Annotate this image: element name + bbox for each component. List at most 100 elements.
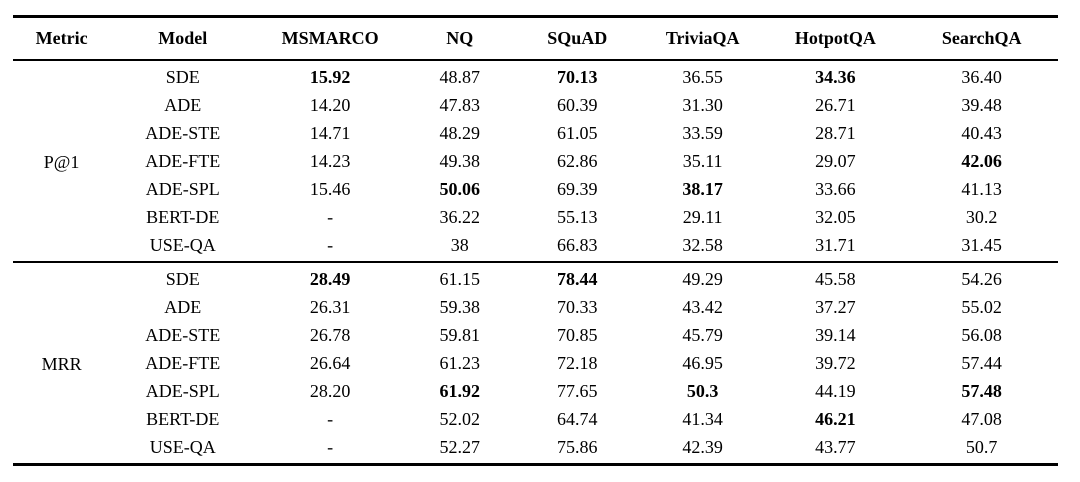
value-cell: 78.44 (557, 269, 598, 289)
value-cell: 59.81 (439, 325, 480, 345)
table-row: USE-QA - 52.27 75.86 42.39 43.77 50.7 (13, 433, 1058, 465)
value-cell: 70.85 (557, 325, 598, 345)
table-row: ADE-STE 26.78 59.81 70.85 45.79 39.14 56.08 (13, 321, 1058, 349)
table-row: P@1 SDE 15.92 48.87 70.13 36.55 34.36 36.40 (13, 60, 1058, 172)
value-cell: 37.27 (815, 297, 856, 317)
value-cell: 36.55 (682, 67, 723, 87)
column-header-metric: Metric (13, 16, 111, 61)
table-row: ADE-SPL 15.46 50.06 69.39 38.17 33.66 41.13 (13, 175, 1058, 203)
value-cell: 33.66 (815, 179, 856, 199)
metric-group: P@1 SDE 15.92 48.87 70.13 36.55 34.36 36.40 ADE 1… (13, 60, 1058, 262)
value-cell: 32.58 (682, 235, 723, 255)
value-cell: 41.34 (682, 409, 723, 429)
value-cell: 47.08 (961, 409, 1002, 429)
value-cell: - (327, 437, 334, 457)
model-label: BERT-DE (146, 207, 220, 227)
value-cell: 33.59 (682, 123, 723, 143)
value-cell: 50.7 (965, 437, 998, 457)
value-cell: 61.92 (439, 381, 480, 401)
value-cell: 34.36 (815, 67, 856, 87)
table-row: ADE-STE 14.71 48.29 61.05 33.59 28.71 40.43 (13, 119, 1058, 147)
value-cell: 56.08 (961, 325, 1002, 345)
value-cell: 29.07 (815, 151, 856, 171)
column-header-triviaqa: TriviaQA (639, 16, 766, 61)
column-header-msmarco: MSMARCO (255, 16, 405, 61)
value-cell: 55.13 (557, 207, 598, 227)
table-row: ADE 26.31 59.38 70.33 43.42 37.27 55.02 (13, 293, 1058, 321)
model-label: USE-QA (149, 437, 216, 457)
table-header: Metric Model MSMARCO NQ SQuAD TriviaQA H… (13, 16, 1058, 61)
value-cell: 75.86 (557, 437, 598, 457)
value-cell: 43.77 (815, 437, 856, 457)
value-cell: 30.2 (965, 207, 998, 227)
value-cell: 49.29 (682, 269, 723, 289)
value-cell: 39.48 (961, 95, 1002, 115)
model-label: SDE (165, 269, 200, 289)
value-cell: 35.11 (682, 151, 723, 171)
table-row: MRR SDE 28.49 61.15 78.44 49.29 45.58 54.26 (13, 262, 1058, 374)
value-cell: 54.26 (961, 269, 1002, 289)
model-label: ADE-FTE (145, 151, 221, 171)
value-cell: 61.23 (439, 353, 480, 373)
value-cell: 45.58 (815, 269, 856, 289)
value-cell: 43.42 (682, 297, 723, 317)
value-cell: 72.18 (557, 353, 598, 373)
table-row: ADE 14.20 47.83 60.39 31.30 26.71 39.48 (13, 91, 1058, 119)
value-cell: 59.38 (439, 297, 480, 317)
table-row: BERT-DE - 36.22 55.13 29.11 32.05 30.2 (13, 203, 1058, 231)
value-cell: 64.74 (557, 409, 598, 429)
column-header-searchqa: SearchQA (905, 16, 1058, 61)
model-label: BERT-DE (146, 409, 220, 429)
header-row: Metric Model MSMARCO NQ SQuAD TriviaQA H… (13, 16, 1058, 61)
value-cell: 57.44 (961, 353, 1002, 373)
value-cell: 57.48 (961, 381, 1002, 401)
column-header-model: Model (110, 16, 256, 61)
model-label: USE-QA (149, 235, 216, 255)
model-label: ADE (164, 297, 202, 317)
value-cell: 61.05 (557, 123, 598, 143)
value-cell: 39.72 (815, 353, 856, 373)
value-cell: - (327, 409, 334, 429)
value-cell: 46.95 (682, 353, 723, 373)
column-header-squad: SQuAD (514, 16, 640, 61)
value-cell: 14.71 (309, 123, 351, 143)
value-cell: 55.02 (961, 297, 1002, 317)
value-cell: 49.38 (439, 151, 480, 171)
value-cell: 36.40 (961, 67, 1002, 87)
value-cell: 44.19 (815, 381, 856, 401)
value-cell: 50.3 (686, 381, 719, 401)
value-cell: 15.46 (309, 179, 351, 199)
value-cell: 45.79 (682, 325, 723, 345)
value-cell: 32.05 (815, 207, 856, 227)
value-cell: 14.20 (309, 95, 351, 115)
value-cell: 26.64 (309, 353, 351, 373)
value-cell: 47.83 (439, 95, 480, 115)
value-cell: 66.83 (557, 235, 598, 255)
value-cell: 28.20 (309, 381, 351, 401)
column-header-nq: NQ (404, 16, 515, 61)
value-cell: 61.15 (439, 269, 480, 289)
value-cell: 26.31 (309, 297, 351, 317)
value-cell: 31.71 (815, 235, 856, 255)
model-label: ADE-STE (145, 325, 221, 345)
value-cell: 48.87 (439, 67, 480, 87)
value-cell: 50.06 (439, 179, 480, 199)
value-cell: 36.22 (439, 207, 480, 227)
value-cell: 69.39 (557, 179, 598, 199)
model-label: ADE (164, 95, 202, 115)
table-row: BERT-DE - 52.02 64.74 41.34 46.21 47.08 (13, 405, 1058, 433)
model-label: ADE-FTE (145, 353, 221, 373)
metric-group: MRR SDE 28.49 61.15 78.44 49.29 45.58 54.26 ADE 2… (13, 262, 1058, 465)
value-cell: 42.39 (682, 437, 723, 457)
value-cell: 15.92 (309, 67, 351, 87)
table-row: ADE-SPL 28.20 61.92 77.65 50.3 44.19 57.48 (13, 377, 1058, 405)
table-row: ADE-FTE 14.23 49.38 62.86 35.11 29.07 42.06 (13, 147, 1058, 175)
value-cell: 62.86 (557, 151, 598, 171)
model-label: ADE-SPL (145, 381, 220, 401)
value-cell: 48.29 (439, 123, 480, 143)
column-header-hotpotqa: HotpotQA (765, 16, 906, 61)
model-label: SDE (165, 67, 200, 87)
value-cell: 40.43 (961, 123, 1002, 143)
value-cell: 52.02 (439, 409, 480, 429)
